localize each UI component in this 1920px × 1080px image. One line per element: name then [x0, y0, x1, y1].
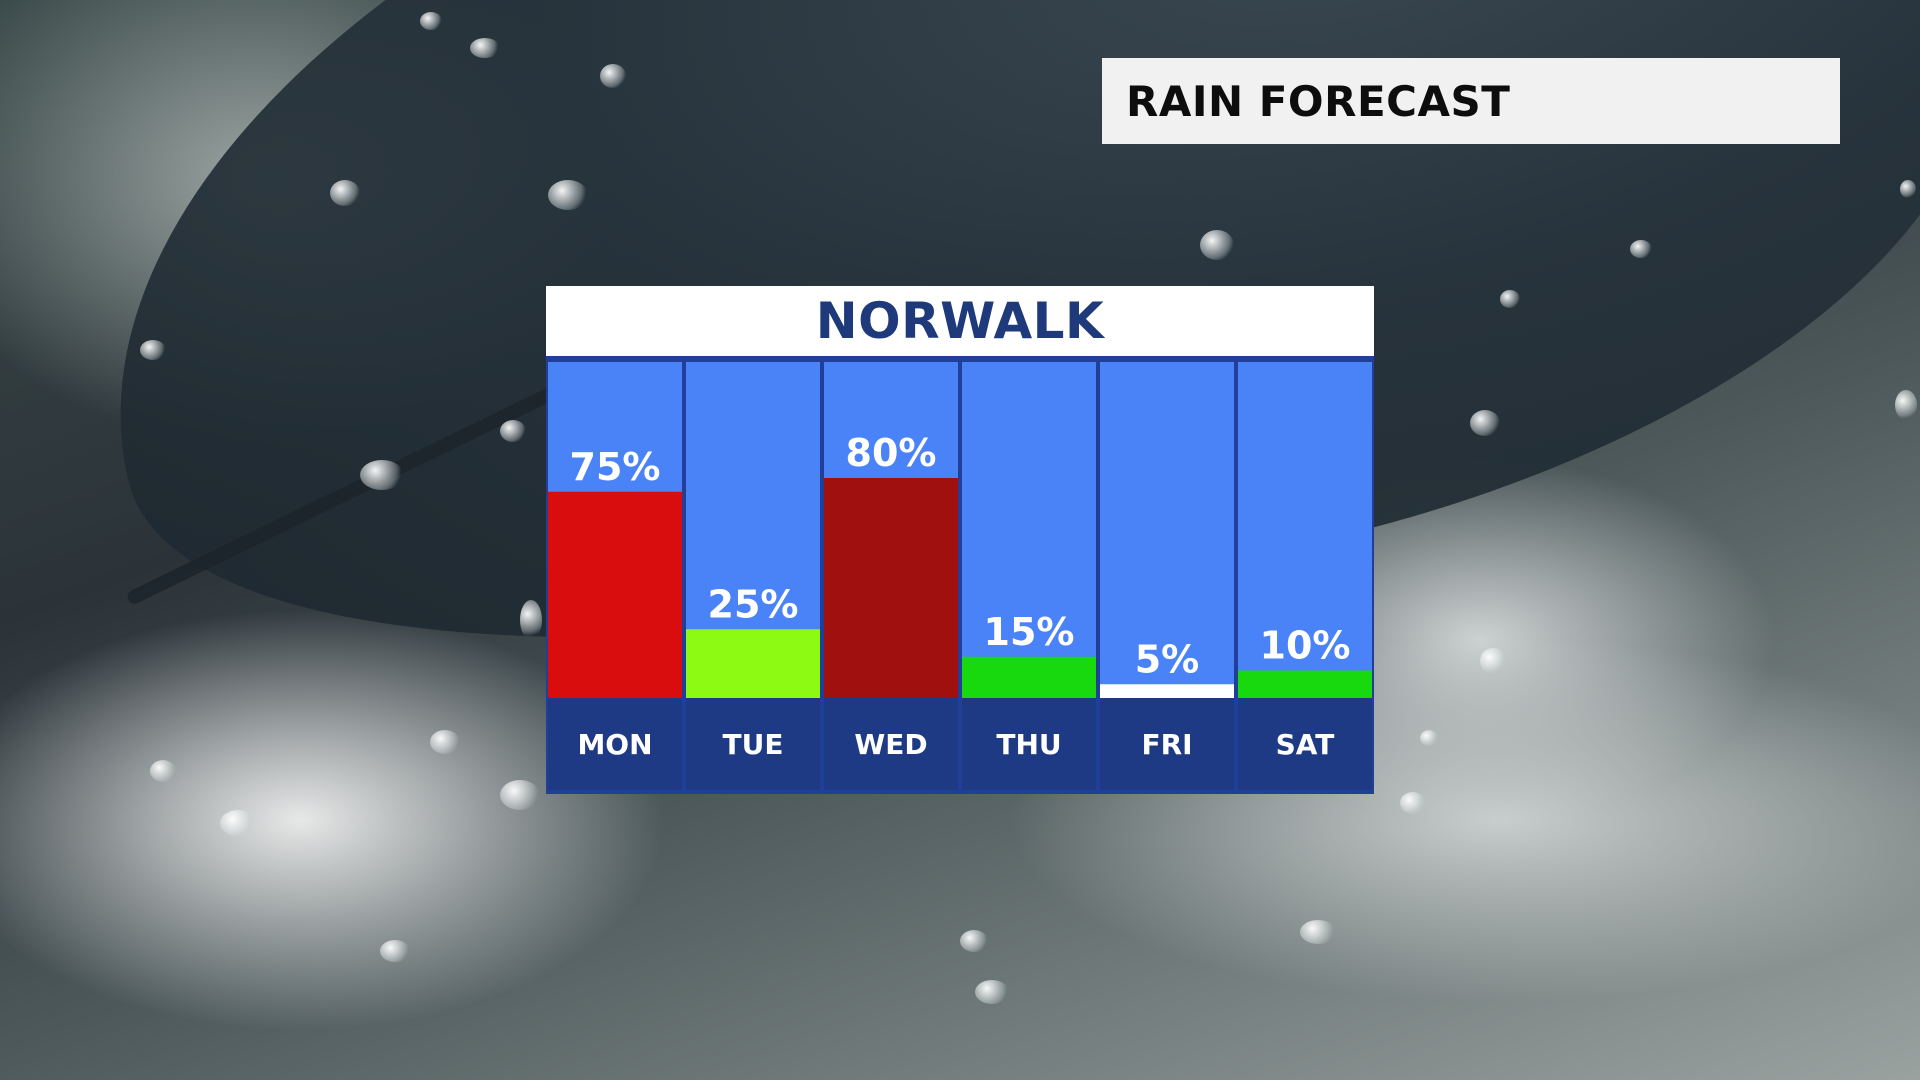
raindrop	[1420, 730, 1438, 746]
data-label: 15%	[984, 610, 1075, 654]
raindrop	[360, 460, 404, 490]
rain-chart: NORWALK 75% MON 25% TUE 80% WED 15% THU 5% FRI 10%…	[546, 286, 1374, 794]
raindrop	[500, 780, 540, 810]
tick-label: THU	[996, 728, 1061, 761]
column-background	[1100, 362, 1234, 698]
data-label: 5%	[1135, 637, 1200, 681]
title-banner: RAIN FORECAST	[1102, 58, 1840, 144]
raindrop	[220, 810, 256, 836]
bar	[1100, 684, 1234, 698]
raindrop	[1480, 648, 1506, 674]
bar	[962, 656, 1096, 698]
day-band	[686, 698, 820, 790]
raindrop	[1300, 920, 1336, 944]
chart-title: NORWALK	[815, 292, 1105, 350]
raindrop	[1900, 180, 1916, 198]
chart-body: 75% MON 25% TUE 80% WED 15% THU 5% FRI 10% SAT	[546, 356, 1374, 794]
tick-label: SAT	[1276, 728, 1335, 761]
raindrop	[420, 12, 442, 30]
bar	[824, 478, 958, 698]
data-label: 25%	[708, 582, 799, 626]
column-background	[962, 362, 1096, 698]
page-title: RAIN FORECAST	[1126, 76, 1511, 126]
tick-label: FRI	[1141, 728, 1192, 761]
raindrop	[430, 730, 460, 754]
raindrop	[1630, 240, 1652, 258]
chart-plot: 75% MON 25% TUE 80% WED 15% THU 5% FRI 10% SAT	[548, 362, 1372, 790]
tick-label: MON	[577, 728, 652, 761]
data-label: 75%	[570, 445, 661, 489]
raindrop	[1895, 390, 1917, 420]
raindrop	[1500, 290, 1520, 308]
day-band	[824, 698, 958, 790]
bar	[686, 629, 820, 698]
bar	[1238, 670, 1372, 698]
tick-label: TUE	[723, 728, 784, 761]
day-band	[1100, 698, 1234, 790]
raindrop	[1200, 230, 1234, 260]
data-label: 10%	[1260, 624, 1351, 668]
bar	[548, 491, 682, 698]
column-background	[1238, 362, 1372, 698]
raindrop	[1400, 792, 1426, 814]
raindrop	[470, 38, 500, 58]
raindrop	[520, 600, 542, 640]
raindrop	[960, 930, 988, 952]
raindrop	[500, 420, 526, 442]
raindrop	[380, 940, 410, 962]
raindrop	[150, 760, 176, 782]
data-label: 80%	[846, 431, 937, 475]
tick-label: WED	[854, 728, 927, 761]
day-band	[548, 698, 682, 790]
day-band	[962, 698, 1096, 790]
raindrop	[600, 64, 626, 88]
raindrop	[975, 980, 1009, 1004]
raindrop	[330, 180, 360, 206]
raindrop	[548, 180, 588, 210]
raindrop	[1470, 410, 1500, 436]
day-band	[1238, 698, 1372, 790]
chart-header: NORWALK	[546, 286, 1374, 356]
raindrop	[140, 340, 166, 360]
